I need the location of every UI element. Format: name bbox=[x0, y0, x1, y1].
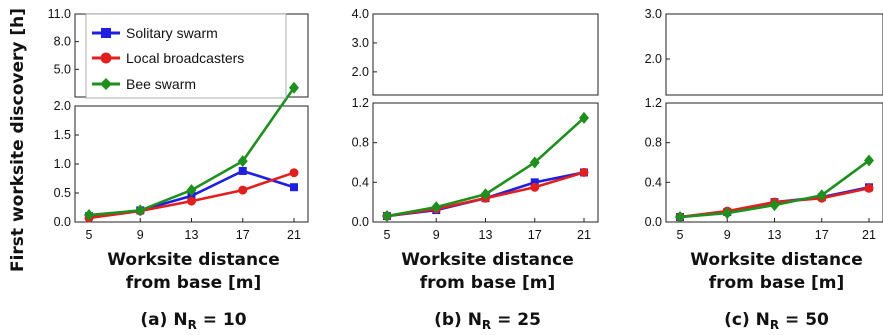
data-point-square bbox=[238, 166, 247, 175]
data-point-circle bbox=[238, 185, 248, 195]
y-tick-label: 1.5 bbox=[54, 128, 71, 142]
legend-marker-diamond-icon bbox=[100, 78, 112, 90]
data-point-diamond bbox=[864, 154, 874, 167]
data-point-circle bbox=[579, 167, 589, 177]
panel-caption: (a) NR = 10 bbox=[140, 310, 246, 332]
panel-a: 0.0 0.5 1.0 1.5 2.0 5.0 8.0 11.0 5 9 13 17 21 Worksit… bbox=[48, 7, 309, 332]
x-tick-label: 9 bbox=[724, 228, 731, 242]
y-tick-label: 0.0 bbox=[352, 215, 369, 229]
y-tick-label: 0.0 bbox=[645, 215, 662, 229]
x-tick-label: 5 bbox=[86, 228, 93, 242]
x-tick-label: 21 bbox=[862, 228, 876, 242]
y-tick-label: 0.5 bbox=[54, 186, 71, 200]
legend-label-local: Local broadcasters bbox=[126, 50, 244, 66]
data-point-square bbox=[290, 183, 298, 192]
legend-item-local: Local broadcasters bbox=[92, 50, 244, 66]
data-point-square bbox=[530, 178, 539, 187]
legend-marker-square-icon bbox=[101, 28, 111, 38]
data-point-diamond bbox=[579, 111, 589, 124]
legend-item-bee: Bee swarm bbox=[92, 76, 196, 92]
lower-axes-frame bbox=[372, 102, 599, 223]
data-point-diamond bbox=[186, 184, 197, 197]
y-tick-label: 0.8 bbox=[352, 136, 369, 150]
x-tick-label: 17 bbox=[528, 228, 542, 242]
data-point-diamond bbox=[722, 207, 733, 220]
x-tick-label: 5 bbox=[384, 228, 391, 242]
x-axis-label-line2: from base [m] bbox=[420, 273, 556, 293]
x-tick-label: 17 bbox=[815, 228, 829, 242]
y-tick-label: 0.4 bbox=[352, 175, 369, 189]
x-tick-label: 13 bbox=[768, 228, 782, 242]
data-point-diamond bbox=[675, 211, 685, 224]
legend: Solitary swarm Local broadcasters Bee sw… bbox=[85, 13, 287, 99]
y-tick-label: 1.2 bbox=[352, 96, 369, 110]
x-tick-label: 9 bbox=[433, 228, 440, 242]
data-point-diamond bbox=[480, 188, 491, 201]
legend-item-solitary: Solitary swarm bbox=[92, 25, 218, 41]
x-tick-label: 13 bbox=[479, 228, 493, 242]
data-point-diamond bbox=[382, 210, 392, 223]
y-tick-label: 8.0 bbox=[54, 35, 71, 49]
data-point-diamond bbox=[431, 201, 442, 214]
data-point-diamond bbox=[769, 199, 780, 212]
y-tick-label: 3.0 bbox=[645, 7, 662, 21]
legend-marker-circle-icon bbox=[100, 52, 112, 64]
panel-b: 0.0 0.4 0.8 1.2 2.0 3.0 4.0 5 9 13 17 21 Worksite di… bbox=[352, 7, 599, 332]
upper-axes-frame bbox=[665, 13, 883, 96]
panel-caption: (c) NR = 50 bbox=[724, 310, 829, 332]
data-point-diamond bbox=[135, 204, 146, 217]
y-tick-label: 5.0 bbox=[54, 62, 71, 76]
x-axis-label-line2: from base [m] bbox=[709, 273, 845, 293]
x-tick-label: 13 bbox=[185, 228, 199, 242]
data-point-diamond bbox=[237, 155, 248, 168]
x-tick-label: 17 bbox=[236, 228, 250, 242]
y-tick-label: 1.0 bbox=[54, 157, 71, 171]
x-tick-label: 21 bbox=[287, 228, 301, 242]
data-point-circle bbox=[530, 182, 540, 192]
y-tick-label: 11.0 bbox=[48, 7, 71, 21]
y-tick-label: 2.0 bbox=[645, 52, 662, 66]
x-axis-label-line2: from base [m] bbox=[126, 273, 262, 293]
upper-axes-frame bbox=[372, 13, 599, 96]
x-axis-label-line1: Worksite distance bbox=[401, 250, 573, 270]
data-point-diamond bbox=[529, 156, 540, 169]
data-point-circle bbox=[289, 168, 299, 178]
legend-label-solitary: Solitary swarm bbox=[126, 25, 218, 41]
x-tick-label: 9 bbox=[137, 228, 144, 242]
y-tick-label: 2.0 bbox=[352, 65, 369, 79]
x-axis-label-line1: Worksite distance bbox=[690, 250, 862, 270]
x-tick-label: 5 bbox=[677, 228, 684, 242]
y-tick-label: 2.0 bbox=[54, 99, 71, 113]
data-point-diamond bbox=[289, 81, 299, 94]
legend-label-bee: Bee swarm bbox=[126, 76, 196, 92]
y-axis-label: First worksite discovery [h] bbox=[8, 8, 28, 272]
y-tick-label: 0.0 bbox=[54, 215, 71, 229]
y-tick-label: 0.8 bbox=[645, 136, 662, 150]
data-point-circle bbox=[864, 183, 874, 193]
y-tick-label: 3.0 bbox=[352, 36, 369, 50]
x-axis-label-line1: Worksite distance bbox=[107, 250, 279, 270]
y-tick-label: 0.4 bbox=[645, 175, 662, 189]
data-point-diamond bbox=[816, 189, 827, 202]
y-tick-label: 4.0 bbox=[352, 7, 369, 21]
x-tick-label: 21 bbox=[577, 228, 591, 242]
panel-caption: (b) NR = 25 bbox=[434, 310, 541, 332]
data-point-circle bbox=[187, 196, 196, 206]
data-point-diamond bbox=[84, 209, 94, 222]
y-tick-label: 1.2 bbox=[645, 96, 662, 110]
